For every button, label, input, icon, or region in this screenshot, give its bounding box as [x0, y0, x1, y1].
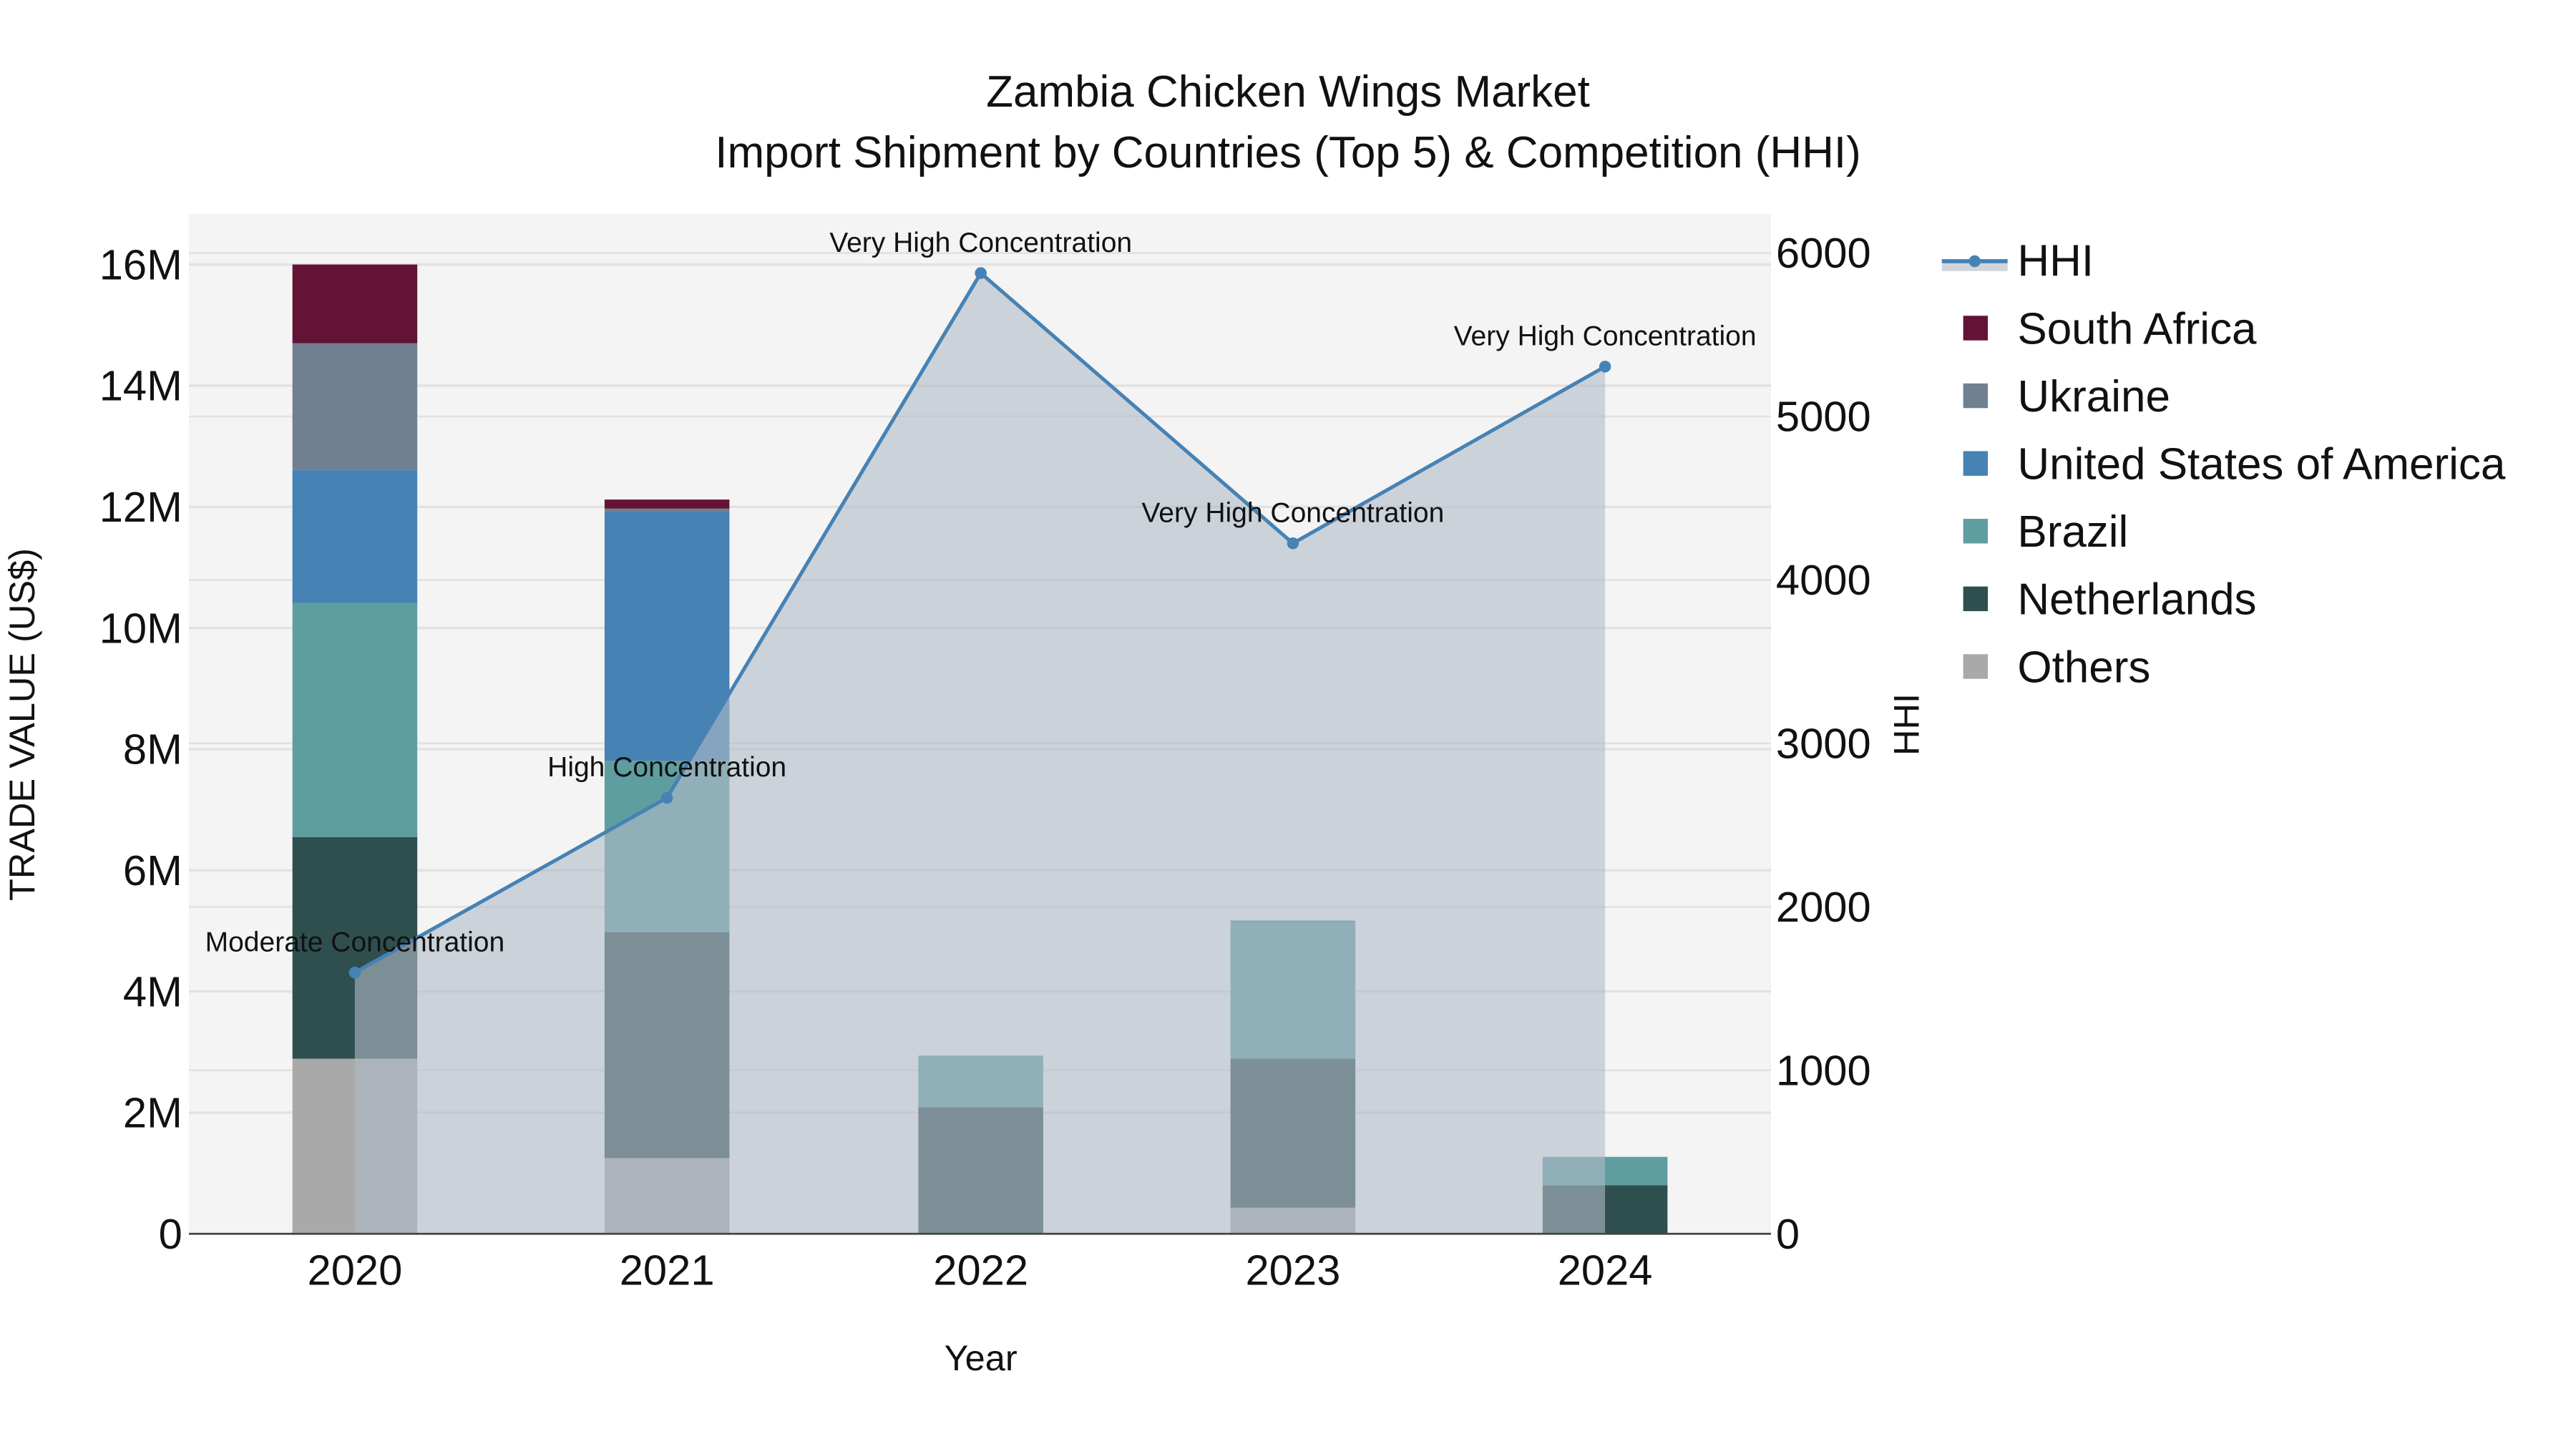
- legend-label: HHI: [2017, 237, 2094, 286]
- marker-legend-icon: [1968, 255, 1981, 268]
- hhi-line: [348, 267, 1611, 1234]
- color-swatch-icon: [1963, 383, 1989, 409]
- color-swatch-icon: [1963, 586, 1989, 612]
- bar-segment[interactable]: [604, 508, 730, 512]
- legend-label: Netherlands: [2017, 575, 2256, 625]
- y2-tick-label: 2000: [1776, 883, 1871, 931]
- legend-label: Ukraine: [2017, 372, 2170, 421]
- x-tick-label: 2021: [620, 1246, 715, 1294]
- y-tick-label: 12M: [99, 483, 182, 531]
- chart-subtitle: Import Shipment by Countries (Top 5) & C…: [715, 128, 1860, 177]
- y2-tick-label: 6000: [1776, 229, 1871, 277]
- bar-segment[interactable]: [604, 499, 730, 509]
- y2-tick-label: 5000: [1776, 393, 1871, 441]
- y-axis-ticks: 0 2M 4M 6M 8M 10M 12M 14M 16M: [99, 240, 182, 1258]
- x-tick-label: 2024: [1558, 1246, 1653, 1294]
- bar-segment[interactable]: [604, 512, 730, 761]
- legend-item[interactable]: Others: [1963, 643, 2151, 692]
- hhi-annotation: Very High Concentration: [829, 228, 1132, 258]
- color-swatch-icon: [1963, 519, 1989, 544]
- legend: HHI South Africa Ukraine United States of A…: [1941, 237, 2506, 692]
- legend-item[interactable]: HHI: [1941, 237, 2094, 286]
- y-tick-label: 14M: [99, 362, 182, 410]
- x-axis-ticks: 2020 2021 2022 2023 2024: [308, 1246, 1653, 1294]
- hhi-point[interactable]: [975, 267, 987, 279]
- y-tick-label: 16M: [99, 240, 182, 288]
- x-axis-title: Year: [945, 1337, 1018, 1378]
- bar-segment[interactable]: [292, 343, 418, 470]
- y-axis-title: TRADE VALUE (US$): [1, 548, 42, 901]
- hhi-annotation: Very High Concentration: [1454, 321, 1757, 351]
- y2-axis-ticks: 0 1000 2000 3000 4000 5000 6000: [1776, 229, 1871, 1258]
- y2-tick-label: 4000: [1776, 556, 1871, 604]
- legend-item[interactable]: South Africa: [1963, 304, 2257, 353]
- legend-item[interactable]: Netherlands: [1963, 575, 2257, 625]
- hhi-annotation: Very High Concentration: [1141, 497, 1444, 528]
- legend-label: Brazil: [2017, 507, 2128, 557]
- color-swatch-icon: [1963, 451, 1989, 476]
- hhi-point[interactable]: [660, 791, 673, 804]
- x-tick-label: 2023: [1245, 1246, 1340, 1294]
- y-tick-label: 4M: [123, 967, 182, 1015]
- color-swatch-icon: [1963, 654, 1989, 679]
- hhi-annotations: Moderate Concentration High Concentration…: [205, 228, 1757, 958]
- y-tick-label: 2M: [123, 1089, 182, 1137]
- bar-segment[interactable]: [292, 469, 418, 603]
- y-tick-label: 0: [159, 1210, 182, 1258]
- chart-title: Zambia Chicken Wings Market: [986, 67, 1590, 117]
- hhi-annotation: High Concentration: [547, 752, 786, 783]
- hhi-point[interactable]: [1599, 361, 1611, 373]
- y2-tick-label: 0: [1776, 1210, 1800, 1258]
- hhi-point[interactable]: [348, 966, 361, 979]
- legend-label: Others: [2017, 643, 2150, 692]
- legend-item[interactable]: Brazil: [1963, 507, 2129, 557]
- y2-tick-label: 3000: [1776, 720, 1871, 768]
- y-tick-label: 10M: [99, 604, 182, 652]
- bar-segment[interactable]: [292, 264, 418, 343]
- color-swatch-icon: [1963, 316, 1989, 341]
- x-tick-label: 2020: [308, 1246, 403, 1294]
- legend-item[interactable]: Ukraine: [1963, 372, 2170, 421]
- hhi-area-fill: [354, 273, 1606, 1234]
- legend-label: United States of America: [2017, 439, 2506, 489]
- bar-segment[interactable]: [292, 602, 418, 837]
- legend-label: South Africa: [2017, 304, 2257, 353]
- y2-tick-label: 1000: [1776, 1046, 1871, 1094]
- legend-item[interactable]: United States of America: [1963, 439, 2506, 489]
- hhi-annotation: Moderate Concentration: [205, 927, 505, 957]
- x-tick-label: 2022: [933, 1246, 1028, 1294]
- y-tick-label: 8M: [123, 726, 182, 774]
- y-tick-label: 6M: [123, 847, 182, 894]
- hhi-point[interactable]: [1287, 537, 1299, 550]
- y2-axis-title: HHI: [1886, 693, 1927, 756]
